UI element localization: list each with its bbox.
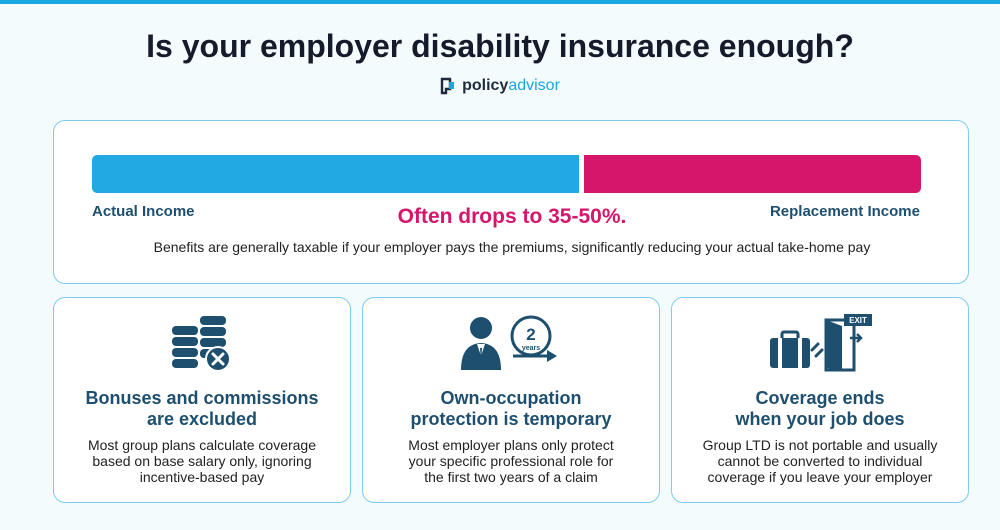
policyadvisor-logo-icon — [440, 77, 455, 95]
professional-2-years-icon: 2 years — [461, 315, 557, 370]
card-body-line: the first two years of a claim — [424, 469, 598, 485]
card-body-line: based on base salary only, ignoring — [92, 453, 312, 469]
card-body: Most employer plans only protect your sp… — [379, 437, 643, 485]
brand-name-part2: advisor — [508, 77, 560, 94]
card-body-line: Most employer plans only protect — [408, 437, 614, 453]
card-body-line: cannot be converted to individual — [717, 453, 923, 469]
card-title-line: protection is temporary — [410, 409, 612, 429]
drop-highlight: Often drops to 35-50%. — [397, 205, 627, 228]
card-own-occupation: 2 years Own-occupation protection is tem… — [362, 297, 660, 503]
brand-name-part1: policy — [462, 77, 509, 94]
card-title: Bonuses and commissions are excluded — [64, 388, 340, 430]
exit-sign-text: EXIT — [849, 316, 867, 325]
card-body-line: coverage if you leave your employer — [707, 469, 933, 485]
card-body-line: incentive-based pay — [139, 469, 265, 485]
card-bonuses-excluded: Bonuses and commissions are excluded Mos… — [53, 297, 351, 503]
card-title-line: are excluded — [146, 409, 258, 429]
replacement-income-label: Replacement Income — [769, 203, 920, 220]
card-title-line: Coverage ends — [755, 388, 885, 408]
card-body: Group LTD is not portable and usually ca… — [688, 437, 952, 485]
actual-income-label: Actual Income — [92, 203, 195, 220]
income-comparison-panel: Actual Income Often drops to 35-50%. Rep… — [53, 120, 969, 284]
page-title: Is your employer disability insurance en… — [146, 28, 854, 64]
card-body-line: your specific professional role for — [408, 453, 614, 469]
card-title-line: when your job does — [735, 409, 905, 429]
coins-excluded-icon — [172, 316, 231, 372]
badge-number: 2 — [526, 325, 535, 344]
card-body: Most group plans calculate coverage base… — [70, 437, 334, 485]
badge-unit: years — [522, 345, 540, 352]
top-accent-bar — [0, 0, 1000, 4]
brand-logo: policyadvisor — [0, 77, 1000, 95]
card-coverage-ends: EXIT Coverage ends when your job does Gr… — [671, 297, 969, 503]
card-title-line: Bonuses and commissions — [85, 388, 319, 408]
briefcase-exit-icon: EXIT — [770, 314, 872, 372]
card-body-line: Group LTD is not portable and usually — [702, 437, 938, 453]
card-title: Coverage ends when your job does — [682, 388, 958, 430]
taxable-note: Benefits are generally taxable if your e… — [153, 239, 871, 255]
replacement-income-bar — [584, 155, 921, 193]
card-title: Own-occupation protection is temporary — [373, 388, 649, 430]
card-title-line: Own-occupation — [440, 388, 582, 408]
actual-income-bar — [92, 155, 579, 193]
card-body-line: Most group plans calculate coverage — [87, 437, 317, 453]
